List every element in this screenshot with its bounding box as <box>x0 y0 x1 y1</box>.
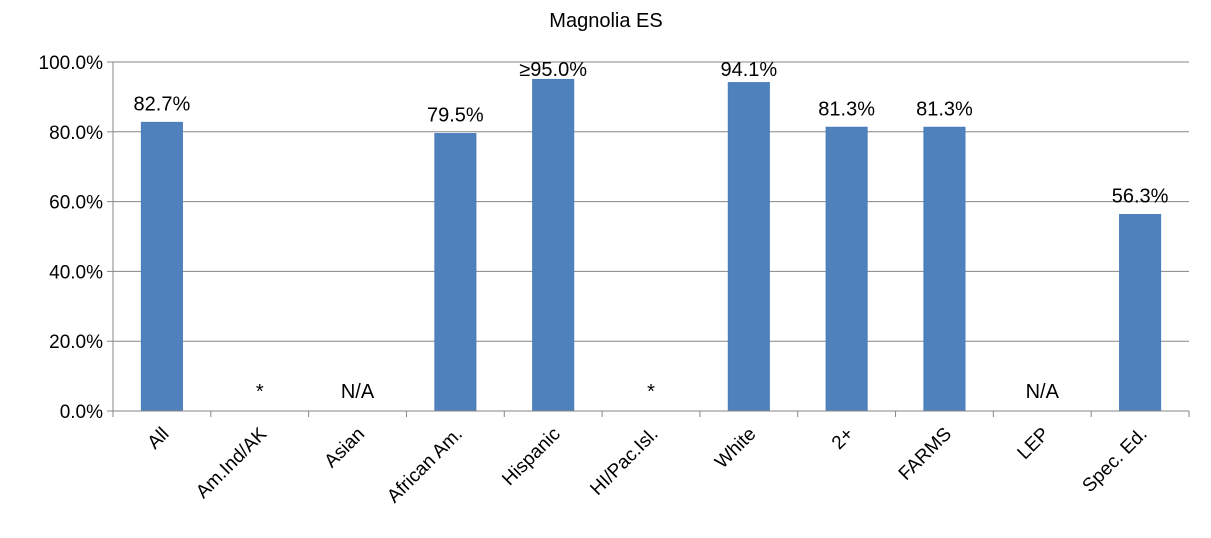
chart-title: Magnolia ES <box>549 10 662 32</box>
y-tick-label: 40.0% <box>49 262 103 283</box>
x-tick-label: Spec. Ed. <box>1079 424 1152 497</box>
data-label: 81.3% <box>916 98 973 120</box>
y-tick-label: 20.0% <box>49 332 103 353</box>
x-tick-label: Am.Ind/AK <box>192 423 271 502</box>
x-tick-label: Asian <box>321 424 369 472</box>
x-tick-label: 2+ <box>828 424 858 454</box>
data-label: ≥95.0% <box>519 59 587 81</box>
y-tick-label: 60.0% <box>49 193 103 214</box>
x-tick-label: African Am. <box>383 424 467 508</box>
bar <box>434 133 477 412</box>
data-label: N/A <box>341 381 375 403</box>
bars <box>140 78 1162 412</box>
data-label: 94.1% <box>720 59 777 81</box>
x-tick-label: HI/Pac.Isl. <box>586 424 662 500</box>
axes <box>112 62 1190 417</box>
x-tick-label: LEP <box>1014 424 1054 464</box>
y-tick-label: 0.0% <box>60 402 103 423</box>
bar <box>1119 214 1162 412</box>
data-label: * <box>256 381 264 403</box>
data-label: 79.5% <box>427 105 484 127</box>
x-tick-label: Hispanic <box>498 424 564 490</box>
bar <box>727 82 770 412</box>
data-label: 56.3% <box>1112 186 1169 208</box>
y-axis-ticks: 0.0% 20.0% 40.0% 60.0% 80.0% 100.0% <box>39 53 113 423</box>
data-label: 82.7% <box>134 93 191 115</box>
y-tick-label: 80.0% <box>49 123 103 144</box>
x-tick-label: All <box>144 424 174 454</box>
data-label: * <box>647 381 655 403</box>
data-label: N/A <box>1026 381 1060 403</box>
bar <box>923 126 966 412</box>
gridlines <box>113 61 1189 342</box>
x-axis-labels: All Am.Ind/AK Asian African Am. Hispanic HI/P… <box>144 423 1152 507</box>
bar <box>825 126 868 412</box>
y-tick-label: 100.0% <box>39 53 104 74</box>
x-tick-label: White <box>711 424 760 473</box>
bar <box>532 78 575 412</box>
x-tick-label: FARMS <box>895 424 956 485</box>
data-label: 81.3% <box>818 98 875 120</box>
bar <box>140 121 183 412</box>
data-labels: 82.7% * N/A 79.5% ≥95.0% * 94.1% 81.3% 81.3% N/A 5… <box>134 59 1169 403</box>
